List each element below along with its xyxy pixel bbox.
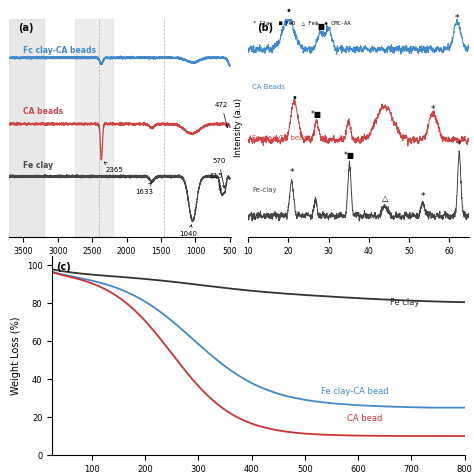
Bar	[75, 19, 113, 237]
X-axis label: 2 (theta): 2 (theta)	[340, 261, 377, 270]
Text: *■: *■	[311, 110, 322, 119]
Text: Fe clay: Fe clay	[390, 298, 419, 307]
Text: *: *	[421, 191, 425, 201]
X-axis label: Wavenumber (cm-1): Wavenumber (cm-1)	[77, 261, 163, 270]
Text: CA Beads: CA Beads	[252, 83, 285, 90]
Bar	[9, 19, 44, 237]
Text: △: △	[382, 194, 388, 203]
Text: 472: 472	[215, 102, 228, 128]
Text: Fe clay-CA beads: Fe clay-CA beads	[252, 135, 311, 141]
Text: •: •	[285, 7, 292, 17]
Text: 570: 570	[212, 158, 226, 188]
Text: Fe clay-CA bead: Fe clay-CA bead	[321, 387, 389, 396]
Text: (a): (a)	[18, 23, 34, 33]
Text: (c): (c)	[56, 262, 71, 272]
Text: •: •	[292, 93, 297, 103]
Text: *: *	[455, 14, 459, 23]
Text: *: *	[289, 168, 294, 177]
Text: (b): (b)	[257, 23, 273, 33]
Text: 615: 615	[210, 173, 223, 191]
Y-axis label: Weight Loss (%): Weight Loss (%)	[11, 316, 21, 395]
Text: CA beads: CA beads	[23, 107, 64, 116]
Text: Fe-clay: Fe-clay	[252, 187, 277, 192]
Text: *■: *■	[315, 22, 326, 31]
Text: *: *	[457, 141, 462, 150]
Text: 1633: 1633	[135, 182, 153, 195]
Text: *■: *■	[344, 151, 355, 160]
Text: 2365: 2365	[104, 162, 123, 173]
Text: *: *	[431, 105, 435, 114]
Y-axis label: Intensity (a.u): Intensity (a.u)	[234, 99, 243, 157]
Text: * Clay  ■ FeO  △ Fe°  ◆ CMC-AA: * Clay ■ FeO △ Fe° ◆ CMC-AA	[253, 21, 350, 26]
Text: Fc clay-CA beads: Fc clay-CA beads	[23, 46, 96, 55]
Text: Fe clay: Fe clay	[23, 161, 54, 170]
Text: 1040: 1040	[180, 225, 198, 237]
Text: CA bead: CA bead	[347, 414, 383, 423]
